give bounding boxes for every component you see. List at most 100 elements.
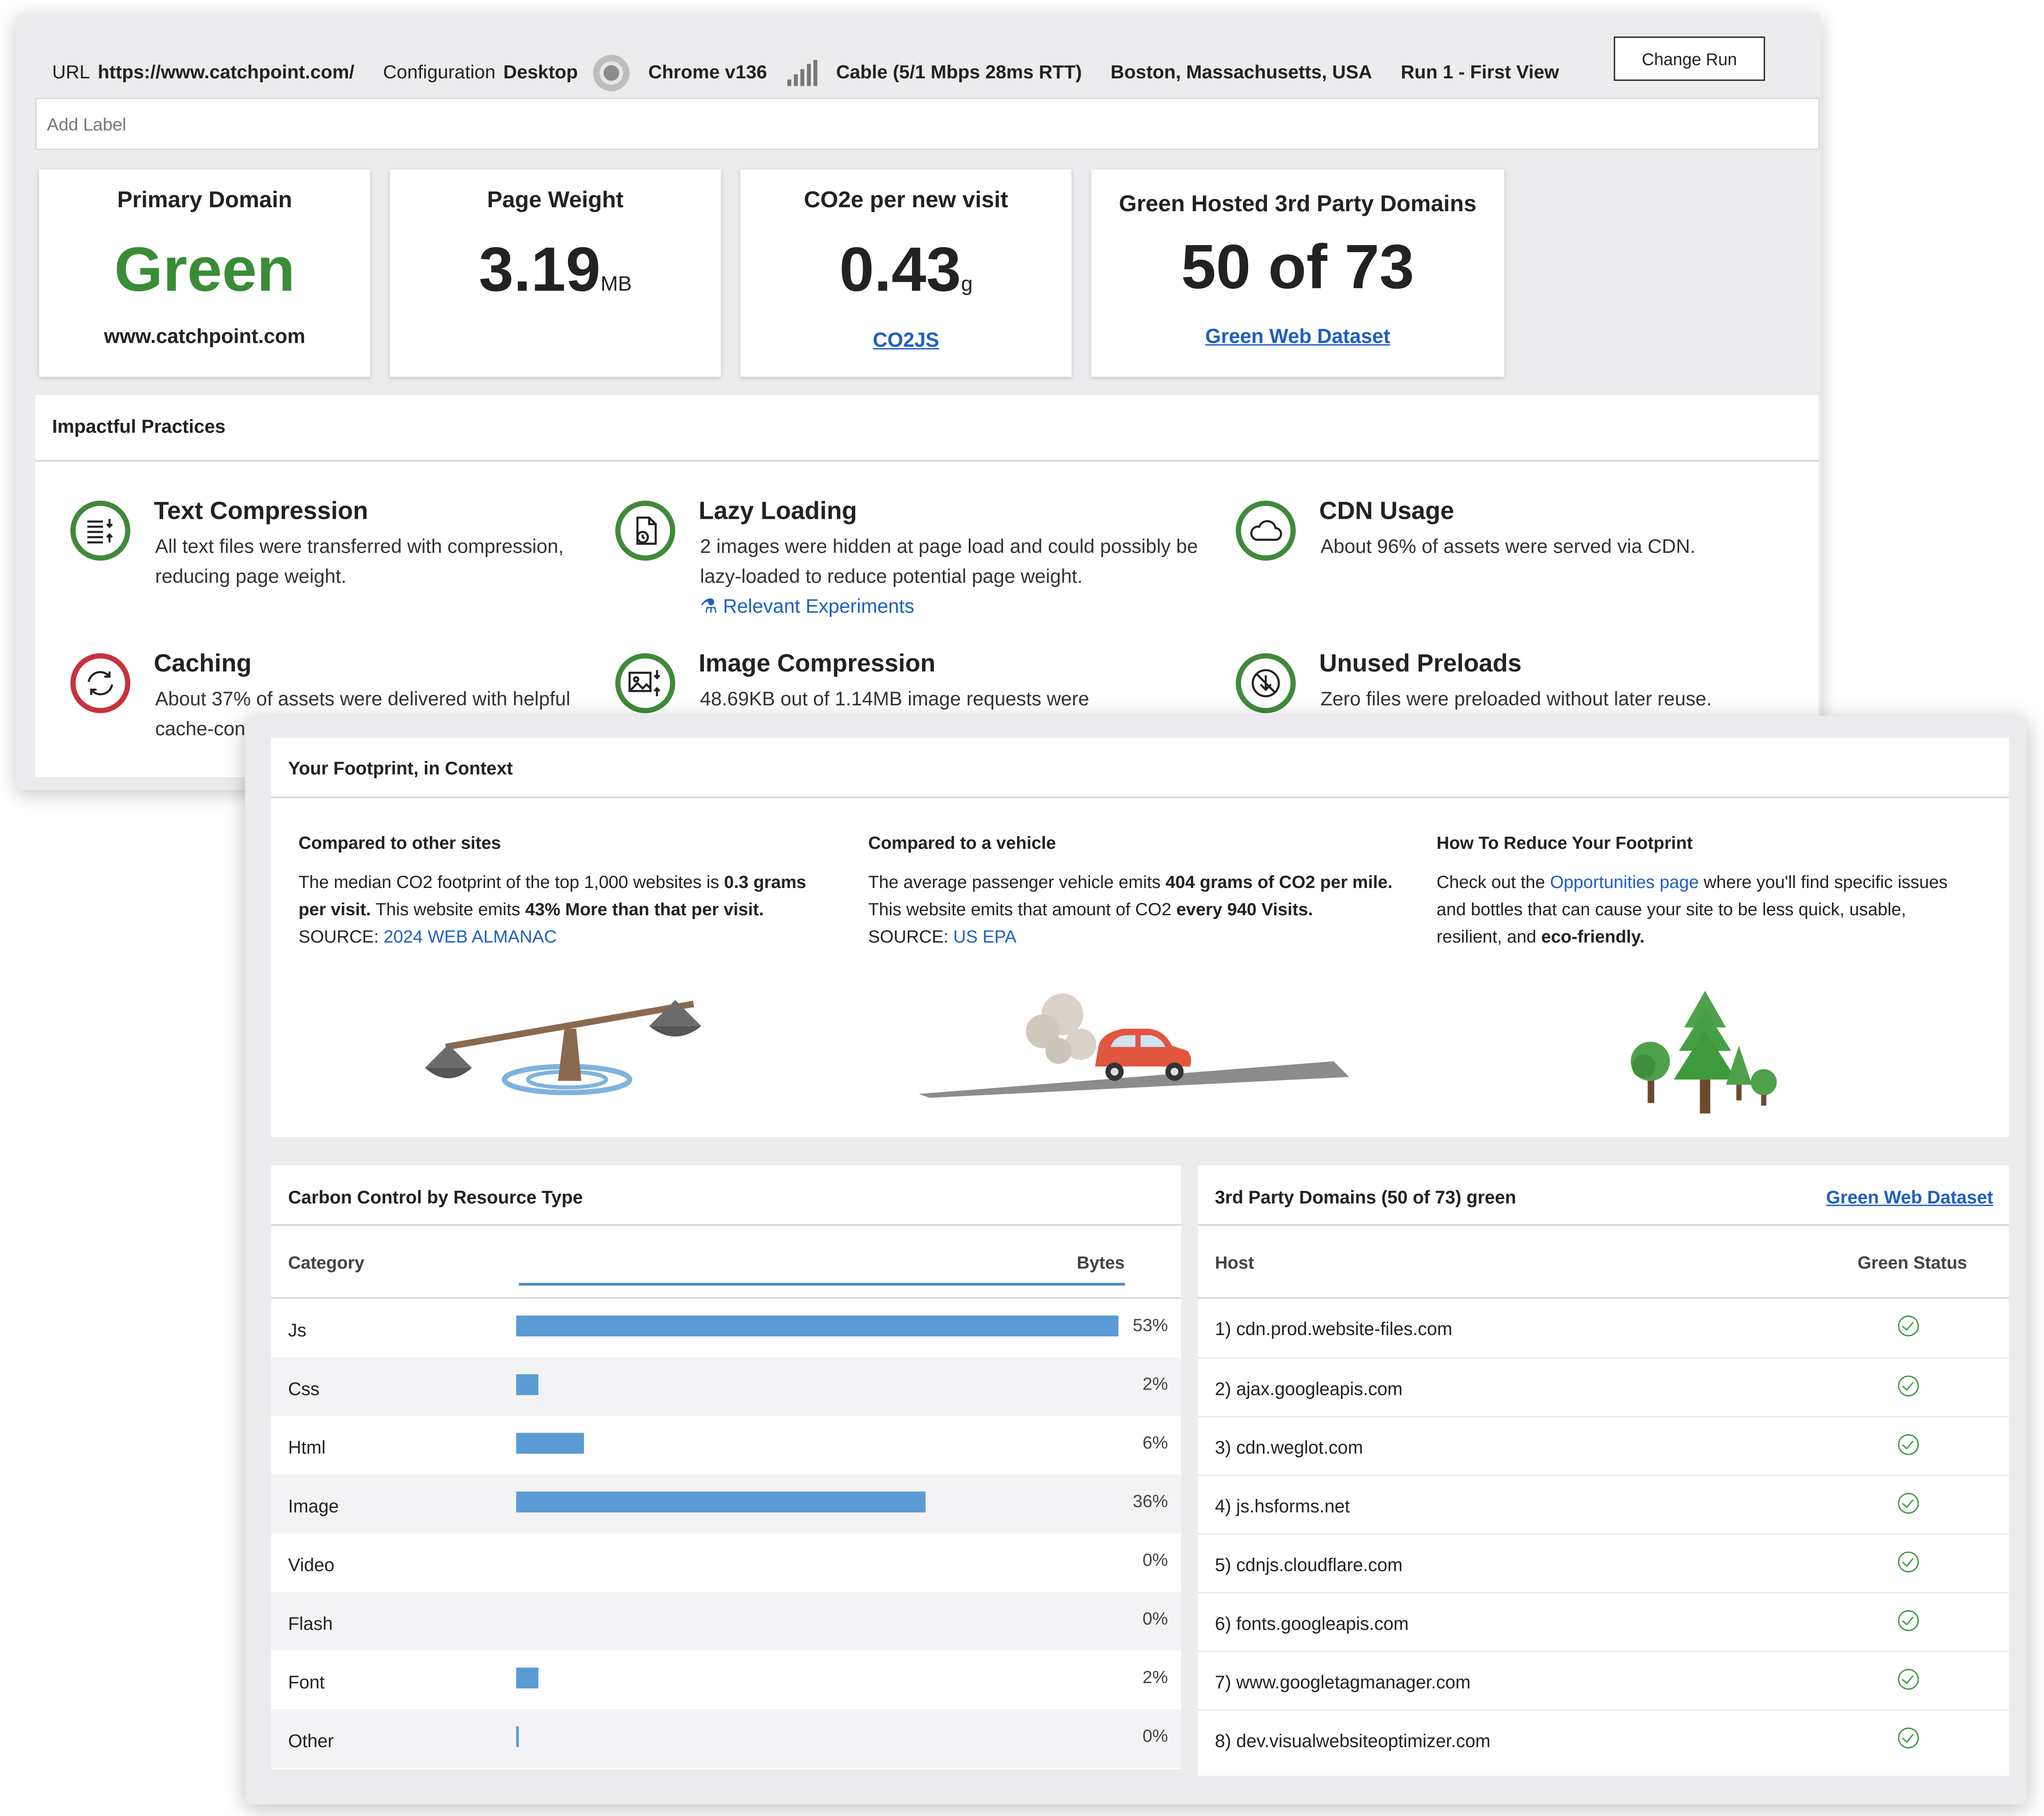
column-header-green-status[interactable]: Green Status bbox=[1857, 1253, 1967, 1273]
host-name: 3) cdn.weglot.com bbox=[1215, 1437, 1363, 1458]
table-row: 3) cdn.weglot.com bbox=[1198, 1416, 2009, 1476]
host-name: 1) cdn.prod.website-files.com bbox=[1215, 1318, 1453, 1339]
percent-label: 0% bbox=[1143, 1726, 1168, 1746]
card-title: CO2e per new visit bbox=[804, 186, 1008, 213]
category-label: Video bbox=[288, 1554, 335, 1575]
table-row: 2) ajax.googleapis.com bbox=[1198, 1357, 2009, 1417]
category-label: Html bbox=[288, 1437, 326, 1458]
practice-description: About 96% of assets were served via CDN. bbox=[1320, 536, 1696, 558]
image-compression-icon bbox=[615, 653, 675, 713]
green-web-dataset-link[interactable]: Green Web Dataset bbox=[1205, 326, 1390, 349]
green-check-icon bbox=[1898, 1434, 1919, 1455]
section-heading: Carbon Control by Resource Type bbox=[288, 1186, 583, 1207]
table-row: Font 2% bbox=[271, 1651, 1181, 1709]
relevant-experiments-link[interactable]: ⚗ Relevant Experiments bbox=[700, 596, 915, 618]
table-row: Flash 0% bbox=[271, 1592, 1181, 1651]
run-value: Run 1 - First View bbox=[1400, 62, 1559, 84]
table-row: Js 53% bbox=[271, 1299, 1181, 1357]
percent-label: 2% bbox=[1143, 1667, 1168, 1688]
divider bbox=[1198, 1224, 2009, 1226]
context-title: Compared to a vehicle bbox=[868, 833, 1056, 853]
table-row: 5) cdnjs.cloudflare.com bbox=[1198, 1533, 2009, 1593]
co2-value: 0.43g bbox=[839, 236, 973, 305]
practice-title: CDN Usage bbox=[1319, 498, 1454, 526]
url-label: URL bbox=[52, 62, 90, 84]
table-row: 8) dev.visualwebsiteoptimizer.com bbox=[1198, 1709, 2009, 1769]
primary-domain-host: www.catchpoint.com bbox=[104, 326, 305, 349]
green-check-icon bbox=[1898, 1315, 1919, 1337]
table-row: 6) fonts.googleapis.com bbox=[1198, 1592, 2009, 1652]
context-text: The average passenger vehicle emits 404 … bbox=[868, 872, 1393, 947]
us-epa-link[interactable]: US EPA bbox=[953, 927, 1017, 947]
percent-label: 6% bbox=[1143, 1433, 1168, 1453]
header-divider bbox=[271, 1297, 1181, 1299]
host-name: 6) fonts.googleapis.com bbox=[1215, 1613, 1409, 1634]
table-row: Html 6% bbox=[271, 1416, 1181, 1475]
car-emissions-illustration bbox=[919, 993, 1349, 1098]
change-run-button[interactable]: Change Run bbox=[1614, 36, 1765, 81]
configuration-value: Desktop bbox=[503, 62, 578, 84]
co2js-link[interactable]: CO2JS bbox=[872, 330, 939, 352]
chrome-icon bbox=[593, 55, 630, 92]
third-party-domains-table: 3rd Party Domains (50 of 73) green Green… bbox=[1198, 1165, 2009, 1776]
column-header-bytes[interactable]: Bytes bbox=[1077, 1253, 1125, 1273]
opportunities-link[interactable]: Opportunities page bbox=[1550, 872, 1699, 892]
lazy-load-icon bbox=[615, 500, 675, 561]
bytes-bar bbox=[516, 1667, 539, 1689]
practice-title: Unused Preloads bbox=[1319, 650, 1522, 678]
practice-description: About 37% of assets were delivered with … bbox=[155, 688, 571, 741]
practice-description: 2 images were hidden at page load and co… bbox=[700, 536, 1198, 618]
card-title: Primary Domain bbox=[117, 186, 293, 213]
green-check-icon bbox=[1898, 1493, 1919, 1514]
context-title: Compared to other sites bbox=[298, 833, 501, 853]
table-row: Video 0% bbox=[271, 1533, 1181, 1592]
compression-icon bbox=[70, 500, 131, 561]
green-check-icon bbox=[1898, 1669, 1919, 1690]
section-heading: 3rd Party Domains (50 of 73) green bbox=[1215, 1186, 1517, 1207]
category-label: Flash bbox=[288, 1613, 333, 1634]
impactful-practices-section: Impactful Practices Text Compression All… bbox=[35, 395, 1819, 777]
bytes-bar bbox=[516, 1315, 1119, 1337]
web-almanac-link[interactable]: 2024 WEB ALMANAC bbox=[383, 927, 557, 947]
host-name: 4) js.hsforms.net bbox=[1215, 1495, 1350, 1516]
practice-description: Zero files were preloaded without later … bbox=[1320, 688, 1712, 711]
no-preload-icon bbox=[1235, 653, 1296, 713]
context-title: How To Reduce Your Footprint bbox=[1436, 833, 1693, 853]
location-value: Boston, Massachusetts, USA bbox=[1110, 62, 1372, 84]
connection-value: Cable (5/1 Mbps 28ms RTT) bbox=[836, 62, 1082, 84]
table-row: 1) cdn.prod.website-files.com bbox=[1198, 1299, 2009, 1357]
add-label-input[interactable]: Add Label bbox=[35, 98, 1820, 150]
column-header-host[interactable]: Host bbox=[1215, 1253, 1254, 1273]
card-title: Green Hosted 3rd Party Domains bbox=[1119, 190, 1476, 216]
bytes-bar bbox=[516, 1726, 519, 1747]
browser-value: Chrome v136 bbox=[648, 62, 767, 84]
category-label: Js bbox=[288, 1319, 307, 1340]
green-web-dataset-link[interactable]: Green Web Dataset bbox=[1826, 1186, 1993, 1207]
category-label: Image bbox=[288, 1495, 339, 1516]
bytes-bar bbox=[516, 1433, 585, 1454]
green-hosted-value: 50 of 73 bbox=[1181, 233, 1414, 303]
cloud-icon bbox=[1235, 500, 1296, 561]
section-heading: Impactful Practices bbox=[52, 417, 226, 438]
compared-to-vehicle: Compared to a vehicle The average passen… bbox=[868, 829, 1403, 950]
percent-label: 2% bbox=[1143, 1374, 1168, 1394]
green-check-icon bbox=[1898, 1551, 1919, 1573]
percent-label: 36% bbox=[1132, 1491, 1168, 1511]
green-check-icon bbox=[1898, 1610, 1919, 1631]
host-name: 8) dev.visualwebsiteoptimizer.com bbox=[1215, 1730, 1491, 1751]
percent-label: 0% bbox=[1143, 1609, 1168, 1629]
seesaw-illustration bbox=[425, 1000, 702, 1095]
co2-card: CO2e per new visit 0.43g CO2JS bbox=[740, 169, 1072, 377]
section-heading: Your Footprint, in Context bbox=[288, 757, 513, 778]
table-row: Other 0% bbox=[271, 1709, 1181, 1768]
bytes-header-underline bbox=[519, 1283, 1125, 1286]
footprint-detail-panel: Your Footprint, in Context Compared to o… bbox=[245, 715, 2027, 1805]
compared-to-sites: Compared to other sites The median CO2 f… bbox=[299, 829, 833, 950]
table-row: 7) www.googletagmanager.com bbox=[1198, 1651, 2009, 1710]
table-row: Image 36% bbox=[271, 1475, 1181, 1534]
bytes-bar bbox=[516, 1491, 926, 1513]
url-value[interactable]: https://www.catchpoint.com/ bbox=[98, 62, 355, 84]
reduce-footprint: How To Reduce Your Footprint Check out t… bbox=[1436, 829, 1971, 950]
practice-description: All text files were transferred with com… bbox=[155, 536, 564, 588]
column-header-category[interactable]: Category bbox=[288, 1253, 365, 1273]
